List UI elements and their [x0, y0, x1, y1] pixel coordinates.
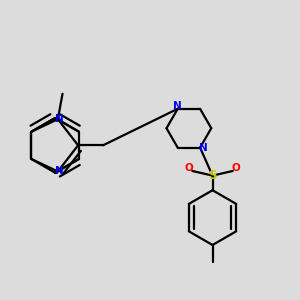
Text: S: S [208, 169, 217, 182]
Text: N: N [173, 101, 182, 111]
Text: N: N [199, 142, 208, 153]
Text: O: O [185, 164, 194, 173]
Text: O: O [232, 164, 240, 173]
Text: N: N [55, 167, 64, 176]
Text: N: N [55, 114, 64, 124]
